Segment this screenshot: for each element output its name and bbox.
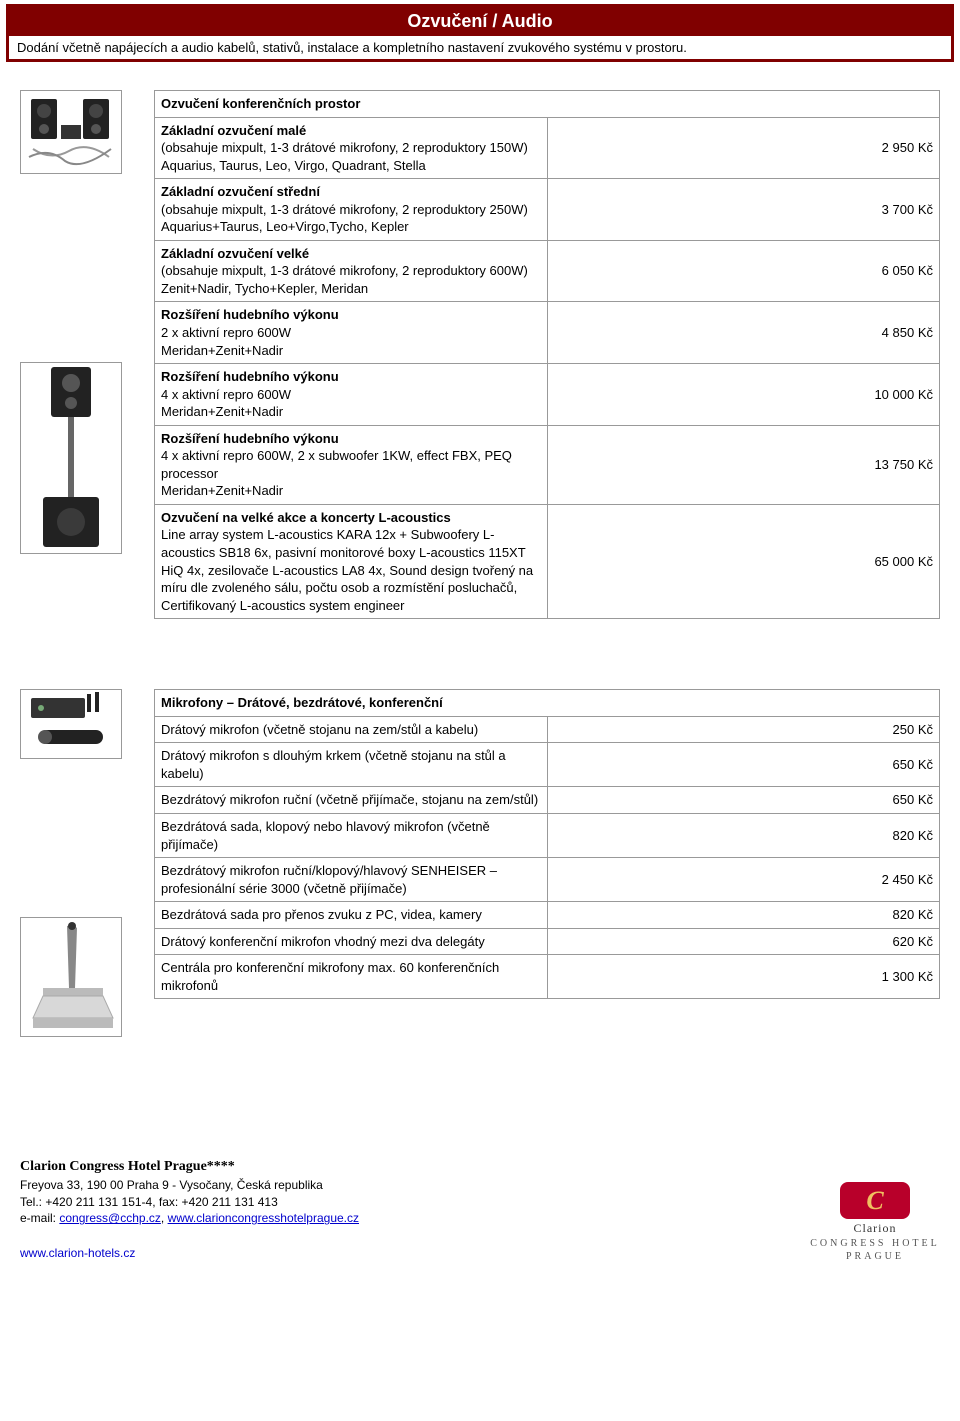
row-line: Zenit+Nadir, Tycho+Kepler, Meridan xyxy=(161,281,368,296)
cell-desc: Bezdrátový mikrofon ruční/klopový/hlavov… xyxy=(155,858,548,902)
table-row: Rozšíření hudebního výkonu 4 x aktivní r… xyxy=(155,364,940,426)
footer-hotel: Clarion Congress Hotel Prague**** xyxy=(20,1157,359,1177)
cell-price: 820 Kč xyxy=(547,902,940,929)
clarion-logo-mark: C xyxy=(840,1182,910,1219)
pricing-table-2: Mikrofony – Drátové, bezdrátové, konfere… xyxy=(154,689,940,999)
cell-desc: Rozšíření hudebního výkonu 2 x aktivní r… xyxy=(155,302,548,364)
cell-desc: Základní ozvučení malé (obsahuje mixpult… xyxy=(155,117,548,179)
footer-site: www.clarion-hotels.cz xyxy=(20,1245,359,1262)
cell-price: 1 300 Kč xyxy=(547,955,940,999)
footer: Clarion Congress Hotel Prague**** Freyov… xyxy=(20,1157,940,1262)
speaker-stand-thumb-icon xyxy=(20,362,122,554)
table-row: Bezdrátová sada, klopový nebo hlavový mi… xyxy=(155,813,940,857)
table-row: Bezdrátový mikrofon ruční (včetně přijím… xyxy=(155,787,940,814)
footer-email-link[interactable]: congress@cchp.cz xyxy=(59,1211,161,1225)
content: Ozvučení konferenčních prostor Základní … xyxy=(20,90,940,1037)
row-line: Line array system L-acoustics KARA 12x +… xyxy=(161,527,533,612)
cell-price: 13 750 Kč xyxy=(547,425,940,504)
cell-price: 820 Kč xyxy=(547,813,940,857)
clarion-logo-brand: Clarion xyxy=(854,1221,897,1236)
table-row: Drátový konferenční mikrofon vhodný mezi… xyxy=(155,928,940,955)
section-mikrofony: Mikrofony – Drátové, bezdrátové, konfere… xyxy=(20,689,940,1037)
cell-desc: Bezdrátový mikrofon ruční (včetně přijím… xyxy=(155,787,548,814)
row-line: Aquarius, Taurus, Leo, Virgo, Quadrant, … xyxy=(161,158,426,173)
pricing-table-1: Ozvučení konferenčních prostor Základní … xyxy=(154,90,940,619)
cell-desc: Základní ozvučení velké (obsahuje mixpul… xyxy=(155,240,548,302)
cell-desc: Základní ozvučení střední (obsahuje mixp… xyxy=(155,179,548,241)
table-row: Bezdrátová sada pro přenos zvuku z PC, v… xyxy=(155,902,940,929)
conference-mic-thumb-icon xyxy=(20,917,122,1037)
cell-desc: Bezdrátová sada, klopový nebo hlavový mi… xyxy=(155,813,548,857)
row-bold: Základní ozvučení střední xyxy=(161,184,320,199)
cell-price: 650 Kč xyxy=(547,787,940,814)
clarion-logo-line2: PRAGUE xyxy=(846,1251,904,1262)
footer-tel: Tel.: +420 211 131 151-4, fax: +420 211 … xyxy=(20,1194,359,1211)
row-line: Meridan+Zenit+Nadir xyxy=(161,483,283,498)
row-line: Meridan+Zenit+Nadir xyxy=(161,404,283,419)
section1-thumbs xyxy=(20,90,130,554)
table-row: Základní ozvučení malé (obsahuje mixpult… xyxy=(155,117,940,179)
cell-price: 2 450 Kč xyxy=(547,858,940,902)
table-row: Ozvučení na velké akce a koncerty L-acou… xyxy=(155,504,940,618)
footer-address: Clarion Congress Hotel Prague**** Freyov… xyxy=(20,1157,359,1262)
table-row: Rozšíření hudebního výkonu 2 x aktivní r… xyxy=(155,302,940,364)
section2-thumbs xyxy=(20,689,130,1037)
cell-desc: Bezdrátová sada pro přenos zvuku z PC, v… xyxy=(155,902,548,929)
cell-price: 650 Kč xyxy=(547,743,940,787)
cell-desc: Drátový mikrofon (včetně stojanu na zem/… xyxy=(155,716,548,743)
cell-desc: Drátový mikrofon s dlouhým krkem (včetně… xyxy=(155,743,548,787)
row-bold: Základní ozvučení malé xyxy=(161,123,306,138)
row-line: Aquarius+Taurus, Leo+Virgo,Tycho, Kepler xyxy=(161,219,409,234)
table-row: Drátový mikrofon s dlouhým krkem (včetně… xyxy=(155,743,940,787)
row-line: (obsahuje mixpult, 1-3 drátové mikrofony… xyxy=(161,263,528,278)
page-header: Ozvučení / Audio Dodání včetně napájecíc… xyxy=(6,4,954,62)
row-line: 4 x aktivní repro 600W, 2 x subwoofer 1K… xyxy=(161,448,512,481)
clarion-logo-icon: C Clarion CONGRESS HOTEL PRAGUE xyxy=(810,1182,940,1262)
table-row: Drátový mikrofon (včetně stojanu na zem/… xyxy=(155,716,940,743)
row-line: (obsahuje mixpult, 1-3 drátové mikrofony… xyxy=(161,140,528,155)
web-sep: , xyxy=(161,1211,168,1225)
cell-desc: Rozšíření hudebního výkonu 4 x aktivní r… xyxy=(155,364,548,426)
row-bold: Základní ozvučení velké xyxy=(161,246,309,261)
section-ozvuceni: Ozvučení konferenčních prostor Základní … xyxy=(20,90,940,619)
footer-addr1: Freyova 33, 190 00 Praha 9 - Vysočany, Č… xyxy=(20,1177,359,1194)
email-label: e-mail: xyxy=(20,1211,59,1225)
cell-price: 10 000 Kč xyxy=(547,364,940,426)
row-line: 4 x aktivní repro 600W xyxy=(161,387,291,402)
row-bold: Rozšíření hudebního výkonu xyxy=(161,431,339,446)
row-bold: Rozšíření hudebního výkonu xyxy=(161,307,339,322)
table-row: Rozšíření hudebního výkonu 4 x aktivní r… xyxy=(155,425,940,504)
clarion-logo-line1: CONGRESS HOTEL xyxy=(810,1238,940,1249)
row-bold: Ozvučení na velké akce a koncerty L-acou… xyxy=(161,510,451,525)
page-subtitle: Dodání včetně napájecích a audio kabelů,… xyxy=(9,36,951,59)
footer-contacts: e-mail: congress@cchp.cz, www.clarioncon… xyxy=(20,1210,359,1227)
section2-title: Mikrofony – Drátové, bezdrátové, konfere… xyxy=(155,690,940,717)
table-row: Bezdrátový mikrofon ruční/klopový/hlavov… xyxy=(155,858,940,902)
cell-price: 4 850 Kč xyxy=(547,302,940,364)
table-row: Centrála pro konferenční mikrofony max. … xyxy=(155,955,940,999)
cell-desc: Centrála pro konferenční mikrofony max. … xyxy=(155,955,548,999)
cell-desc: Ozvučení na velké akce a koncerty L-acou… xyxy=(155,504,548,618)
cell-price: 250 Kč xyxy=(547,716,940,743)
row-line: Meridan+Zenit+Nadir xyxy=(161,343,283,358)
cell-price: 3 700 Kč xyxy=(547,179,940,241)
speaker-set-thumb-icon xyxy=(20,90,122,174)
cell-desc: Rozšíření hudebního výkonu 4 x aktivní r… xyxy=(155,425,548,504)
row-bold: Rozšíření hudebního výkonu xyxy=(161,369,339,384)
footer-web-link[interactable]: www.clarioncongresshotelprague.cz xyxy=(168,1211,359,1225)
cell-price: 6 050 Kč xyxy=(547,240,940,302)
section1-title: Ozvučení konferenčních prostor xyxy=(155,91,940,118)
table-row: Základní ozvučení střední (obsahuje mixp… xyxy=(155,179,940,241)
page-title: Ozvučení / Audio xyxy=(9,7,951,36)
cell-price: 2 950 Kč xyxy=(547,117,940,179)
cell-price: 65 000 Kč xyxy=(547,504,940,618)
cell-price: 620 Kč xyxy=(547,928,940,955)
wireless-mic-thumb-icon xyxy=(20,689,122,759)
row-line: (obsahuje mixpult, 1-3 drátové mikrofony… xyxy=(161,202,528,217)
row-line: 2 x aktivní repro 600W xyxy=(161,325,291,340)
cell-desc: Drátový konferenční mikrofon vhodný mezi… xyxy=(155,928,548,955)
table-row: Základní ozvučení velké (obsahuje mixpul… xyxy=(155,240,940,302)
